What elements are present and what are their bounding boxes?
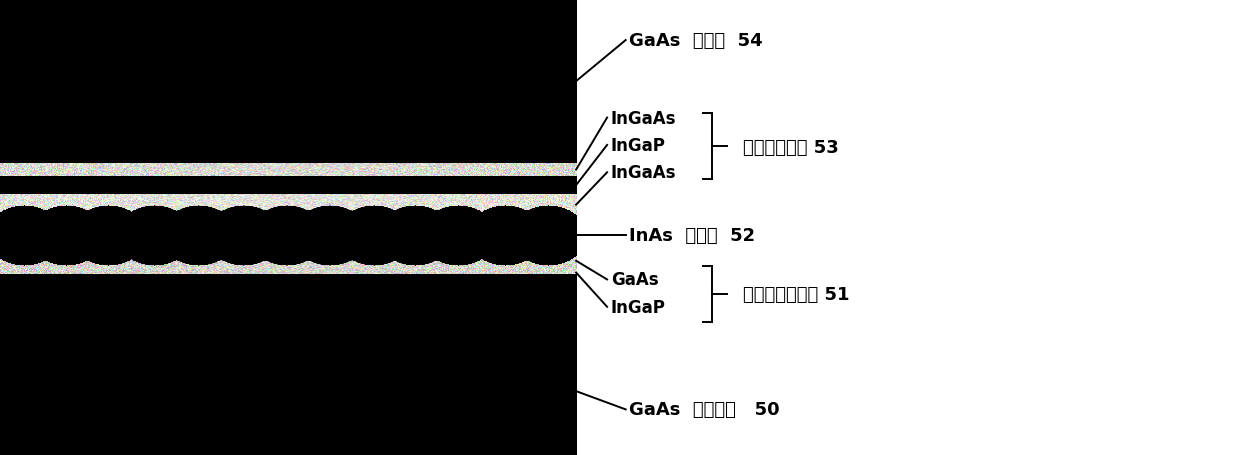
Text: InGaAs: InGaAs	[611, 164, 676, 182]
Text: GaAs: GaAs	[611, 271, 658, 289]
Text: InGaAs: InGaAs	[611, 109, 676, 127]
Text: GaAs  间隔层  54: GaAs 间隔层 54	[629, 32, 763, 50]
Text: 复合应力盖层 53: 复合应力盖层 53	[743, 139, 839, 157]
Text: 复合应力缓冲层 51: 复合应力缓冲层 51	[743, 285, 850, 303]
Text: GaAs  下波导层   50: GaAs 下波导层 50	[629, 400, 781, 419]
Text: InAs  量子点  52: InAs 量子点 52	[629, 227, 756, 245]
Bar	[576, 0, 1239, 455]
Text: InGaP: InGaP	[611, 298, 665, 316]
Text: InGaP: InGaP	[611, 136, 665, 155]
